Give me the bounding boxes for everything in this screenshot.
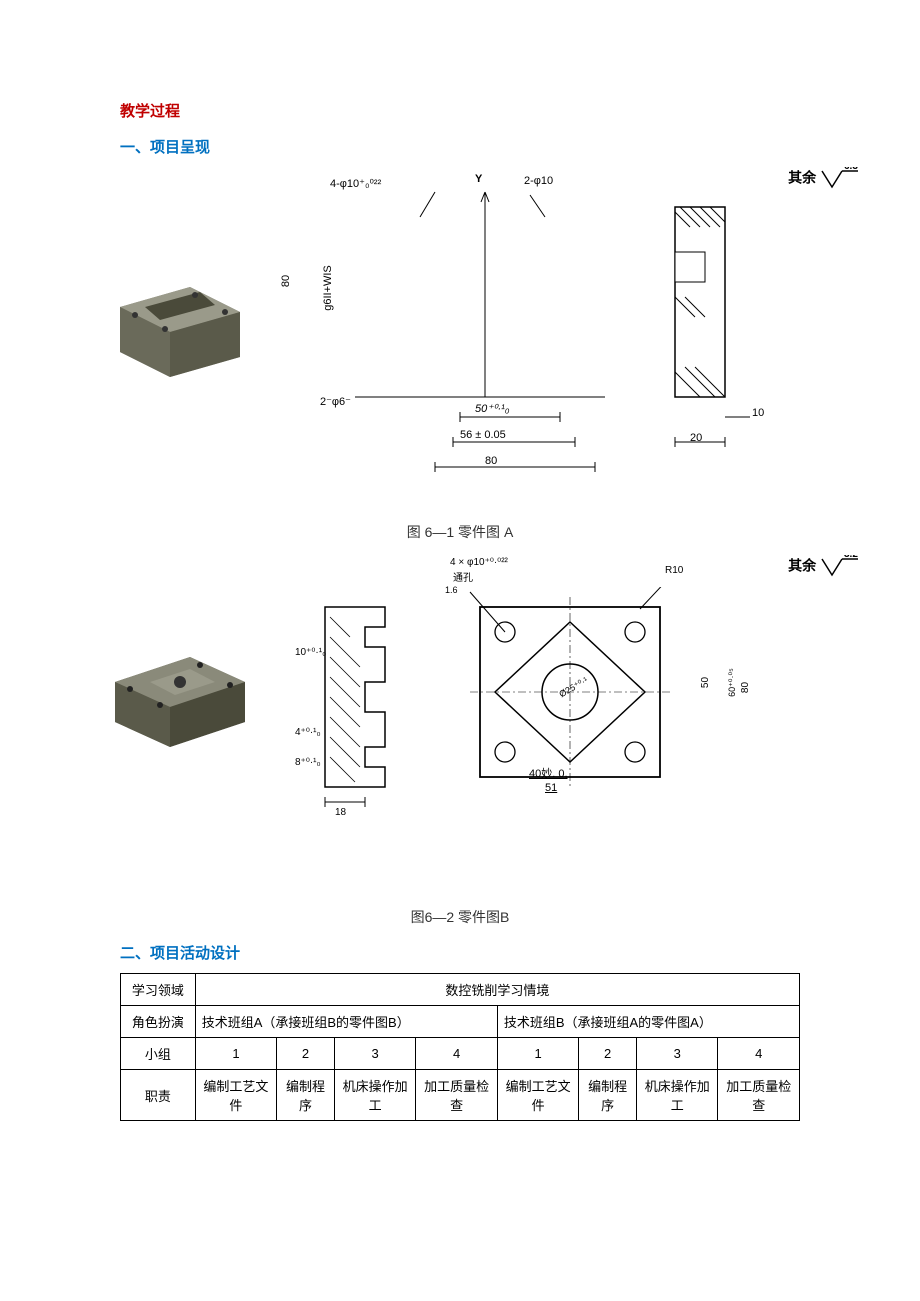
dim-20-a: 20 — [690, 432, 702, 444]
dim-10-b: 10⁺⁰·¹₀ — [295, 647, 326, 658]
teaching-process-heading: 教学过程 — [120, 100, 800, 121]
dim-50-b: 50 — [700, 677, 711, 688]
dim-18-b: 18 — [335, 807, 346, 818]
figure-b-caption: 图6—2 零件图B — [120, 907, 800, 927]
cell-sg-7: 3 — [637, 1038, 718, 1070]
cell-subgroup-label: 小组 — [121, 1038, 196, 1070]
surface-text-b: 其余 — [788, 558, 816, 574]
cell-duty-label: 职责 — [121, 1070, 196, 1121]
cell-role-label: 角色扮演 — [121, 1006, 196, 1038]
surface-value-b: 3.2 — [844, 555, 858, 560]
dim-50: 50⁺⁰·¹₀ — [475, 402, 509, 415]
surface-value-a: 6.3 — [844, 167, 858, 172]
dim-10-a: 10 — [752, 407, 764, 419]
cell-sg-6: 2 — [579, 1038, 637, 1070]
g6-label: g6II+WIS — [322, 265, 334, 311]
front-view-b — [450, 587, 690, 817]
cell-learning-domain-label: 学习领域 — [121, 974, 196, 1006]
figure-b-area: 4 × φ10⁺⁰·⁰²² 通孔 1.6 R10 其余 3.2 — [120, 557, 800, 837]
cell-duty-3: 机床操作加工 — [334, 1070, 415, 1121]
cell-duty-7: 机床操作加工 — [637, 1070, 718, 1121]
surface-finish-b: 其余 3.2 — [788, 555, 860, 579]
cell-sg-4: 4 — [416, 1038, 497, 1070]
section-view-a — [655, 187, 755, 467]
cell-sg-5: 1 — [497, 1038, 578, 1070]
figure-a-caption: 图 6—1 零件图 A — [120, 522, 800, 542]
figure-a-area: 4-φ10⁺₀⁰²² Y 2-φ10 其余 6.3 — [120, 167, 800, 507]
surface-finish-a: 其余 6.3 — [788, 167, 860, 191]
dim-4-b: 4⁺⁰·¹₀ — [295, 727, 321, 738]
iso-block-b — [95, 627, 265, 757]
dim-51-b: 51 — [545, 782, 557, 794]
cell-duty-5: 编制工艺文件 — [497, 1070, 578, 1121]
cell-sg-8: 4 — [718, 1038, 800, 1070]
hole-2x10-label: 2-φ10 — [524, 175, 553, 187]
cell-sg-3: 3 — [334, 1038, 415, 1070]
cell-duty-6: 编制程序 — [579, 1070, 637, 1121]
dim-40-b: 40妙. 0, — [529, 765, 568, 781]
dim-80-side: 80 — [280, 275, 292, 287]
cell-learning-domain-content: 数控铣削学习情境 — [195, 974, 799, 1006]
dim-56: 56 ± 0.05 — [460, 429, 506, 441]
cell-duty-4: 加工质量检查 — [416, 1070, 497, 1121]
activity-design-table: 学习领域 数控铣削学习情境 角色扮演 技术班组A（承接班组B的零件图B） 技术班… — [120, 973, 800, 1121]
y-axis-label: Y — [475, 173, 482, 185]
surface-text-a: 其余 — [788, 170, 816, 186]
dim-80-bottom: 80 — [485, 455, 497, 467]
dim-8-b: 8⁺⁰·¹₀ — [295, 757, 321, 768]
cell-sg-1: 1 — [195, 1038, 276, 1070]
dim-80-b: 80 — [740, 682, 751, 693]
iso-block-a — [100, 257, 260, 387]
ortho-view-a — [295, 187, 605, 487]
cell-duty-1: 编制工艺文件 — [195, 1070, 276, 1121]
through-hole-b: 通孔 — [453, 569, 473, 584]
r10-b: R10 — [665, 565, 683, 576]
cell-duty-8: 加工质量检查 — [718, 1070, 800, 1121]
bottom-hole-2x6: 2⁻φ6⁻ — [320, 395, 351, 408]
dim-60-b: 60⁺⁰·⁰⁵ — [727, 668, 738, 697]
cell-sg-2: 2 — [277, 1038, 335, 1070]
section-1-heading: 一、项目呈现 — [120, 136, 800, 157]
section-view-b — [285, 587, 415, 817]
cell-group-a: 技术班组A（承接班组B的零件图B） — [195, 1006, 497, 1038]
cell-duty-2: 编制程序 — [277, 1070, 335, 1121]
cell-group-b: 技术班组B（承接班组A的零件图A） — [497, 1006, 799, 1038]
section-2-heading: 二、项目活动设计 — [120, 942, 800, 963]
hole-spec-b: 4 × φ10⁺⁰·⁰²² — [450, 557, 508, 568]
